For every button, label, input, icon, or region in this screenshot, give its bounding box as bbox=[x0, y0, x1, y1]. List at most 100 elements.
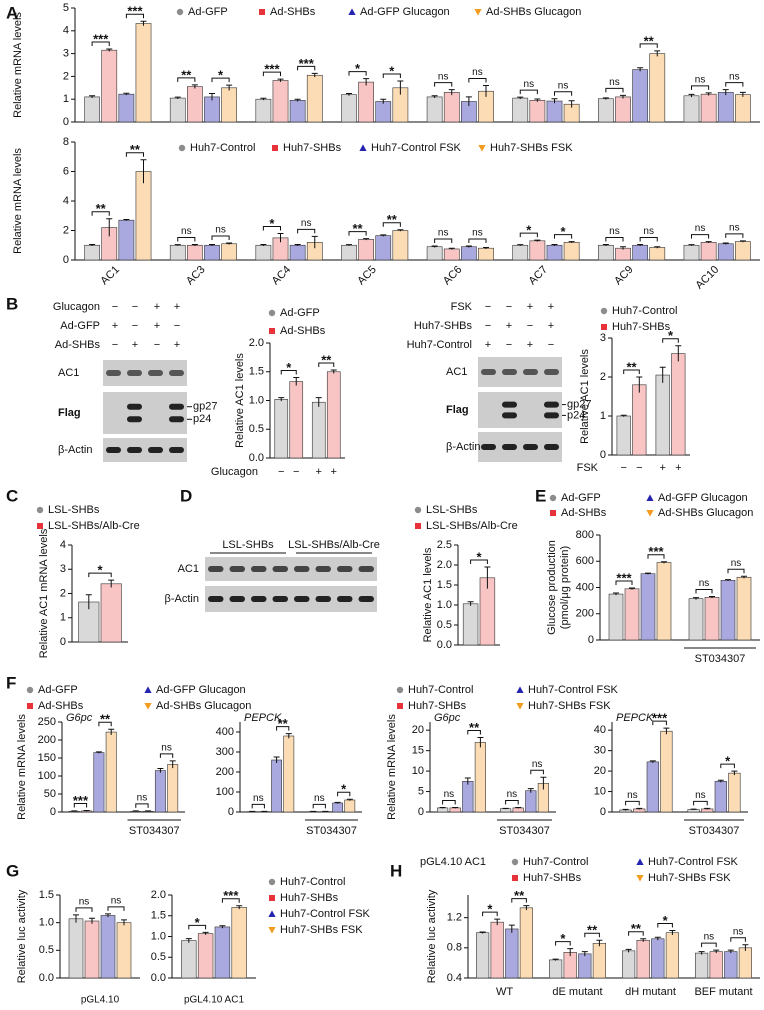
error-bar bbox=[502, 807, 509, 810]
significance-label: ns bbox=[558, 80, 569, 91]
y-tick-label: 300 bbox=[216, 746, 234, 758]
error-bar bbox=[209, 244, 215, 246]
bar bbox=[529, 240, 546, 261]
y-tick-label: 0.0 bbox=[437, 639, 452, 651]
legend-marker bbox=[415, 523, 421, 529]
significance-bracket bbox=[177, 77, 196, 82]
x-tick-label: AC10 bbox=[693, 264, 721, 292]
x-tick-label: AC7 bbox=[526, 264, 550, 288]
legend-label: Huh7-SHBs FSK bbox=[648, 872, 731, 884]
bar bbox=[341, 244, 357, 261]
bar bbox=[546, 100, 563, 123]
legend-label: Huh7-Control FSK bbox=[280, 908, 371, 920]
significance-label: ns bbox=[532, 759, 543, 770]
bar bbox=[187, 86, 203, 123]
significance-bracket bbox=[75, 907, 93, 912]
significance-label: ** bbox=[514, 888, 525, 903]
significance-bracket bbox=[262, 225, 281, 231]
legend-label: Ad-GFP bbox=[561, 492, 601, 504]
significance-bracket bbox=[605, 237, 624, 242]
y-tick-label: 1.5 bbox=[437, 579, 452, 591]
x-tick-label: AC6 bbox=[441, 264, 465, 288]
y-tick-label: 2.0 bbox=[437, 559, 452, 571]
significance-label: ns bbox=[704, 932, 715, 943]
significance-label: ** bbox=[181, 67, 192, 82]
blot-band bbox=[169, 416, 184, 423]
bar bbox=[169, 244, 186, 261]
error-bar bbox=[705, 241, 712, 244]
bar bbox=[375, 235, 392, 261]
error-bar bbox=[568, 100, 575, 108]
error-bar bbox=[465, 96, 472, 107]
row-label: Ad-SHBs bbox=[55, 339, 101, 351]
error-bar bbox=[89, 95, 96, 99]
x-tick-label: ST034307 bbox=[689, 825, 740, 837]
y-tick-label: 5 bbox=[418, 785, 424, 797]
y-tick-label: 1.0 bbox=[151, 930, 166, 942]
error-bar bbox=[294, 98, 301, 102]
error-bar bbox=[551, 244, 558, 246]
error-bar bbox=[551, 98, 558, 104]
error-bar bbox=[645, 572, 651, 575]
legend-label: Ad-SHBs bbox=[270, 6, 316, 18]
bar bbox=[118, 93, 135, 123]
y-tick-label: 0 bbox=[63, 254, 69, 266]
y-tick-label: 1.5 bbox=[249, 366, 264, 378]
bar bbox=[474, 742, 487, 813]
y-tick-label: 1.0 bbox=[437, 599, 452, 611]
error-bar bbox=[722, 89, 729, 96]
significance-bracket bbox=[312, 803, 326, 809]
y-tick-label: 250 bbox=[38, 716, 56, 728]
bar bbox=[118, 219, 135, 261]
blot-band bbox=[337, 596, 353, 602]
significance-bracket bbox=[107, 906, 125, 911]
significance-bracket bbox=[725, 233, 744, 238]
y-tick-label: 200 bbox=[576, 608, 594, 620]
significance-bracket bbox=[188, 924, 207, 930]
legend-marker bbox=[600, 307, 608, 315]
legend-label: Ad-GFP Glucagon bbox=[360, 6, 450, 18]
significance-bracket bbox=[555, 941, 571, 946]
legend-marker bbox=[646, 510, 654, 517]
error-bar bbox=[479, 931, 486, 934]
error-bar bbox=[363, 238, 370, 241]
error-bar bbox=[464, 777, 471, 785]
error-bar bbox=[477, 737, 484, 748]
error-bar bbox=[517, 244, 524, 246]
error-bar bbox=[742, 944, 749, 951]
legend-marker bbox=[269, 895, 275, 901]
error-bar bbox=[534, 98, 541, 102]
significance-label: ns bbox=[733, 926, 744, 937]
legend-marker bbox=[474, 9, 482, 16]
y-tick-label: 8 bbox=[63, 136, 69, 148]
y-tick-label: 15 bbox=[412, 745, 424, 757]
y-tick-label: 0 bbox=[228, 806, 234, 818]
y-tick-label: 0 bbox=[418, 806, 424, 818]
blot-band bbox=[229, 566, 245, 572]
error-bar bbox=[285, 733, 292, 739]
row-label: Ad-GFP bbox=[60, 320, 100, 332]
y-tick-label: 0.0 bbox=[249, 452, 264, 464]
blot-band bbox=[544, 369, 559, 375]
error-bar bbox=[277, 232, 284, 243]
significance-label: ns bbox=[314, 793, 325, 804]
bar bbox=[671, 353, 686, 456]
size-label: p24 bbox=[567, 409, 585, 421]
significance-label: ** bbox=[387, 212, 398, 227]
significance-label: ns bbox=[215, 225, 226, 236]
significance-label: * bbox=[195, 915, 201, 930]
significance-label: * bbox=[269, 216, 275, 231]
blot-band bbox=[251, 596, 267, 602]
error-bar bbox=[108, 579, 115, 588]
bar bbox=[632, 244, 648, 261]
y-axis-label: Relative mRNA levels bbox=[12, 148, 24, 254]
error-bar bbox=[727, 949, 734, 954]
bar bbox=[204, 244, 220, 261]
legend-label: Ad-SHBs bbox=[280, 325, 326, 337]
bar bbox=[169, 97, 186, 123]
y-tick-label: 5 bbox=[63, 2, 69, 14]
bar bbox=[221, 87, 237, 123]
significance-label: ** bbox=[130, 142, 141, 157]
significance-bracket bbox=[511, 898, 527, 903]
legend-marker bbox=[549, 494, 557, 502]
